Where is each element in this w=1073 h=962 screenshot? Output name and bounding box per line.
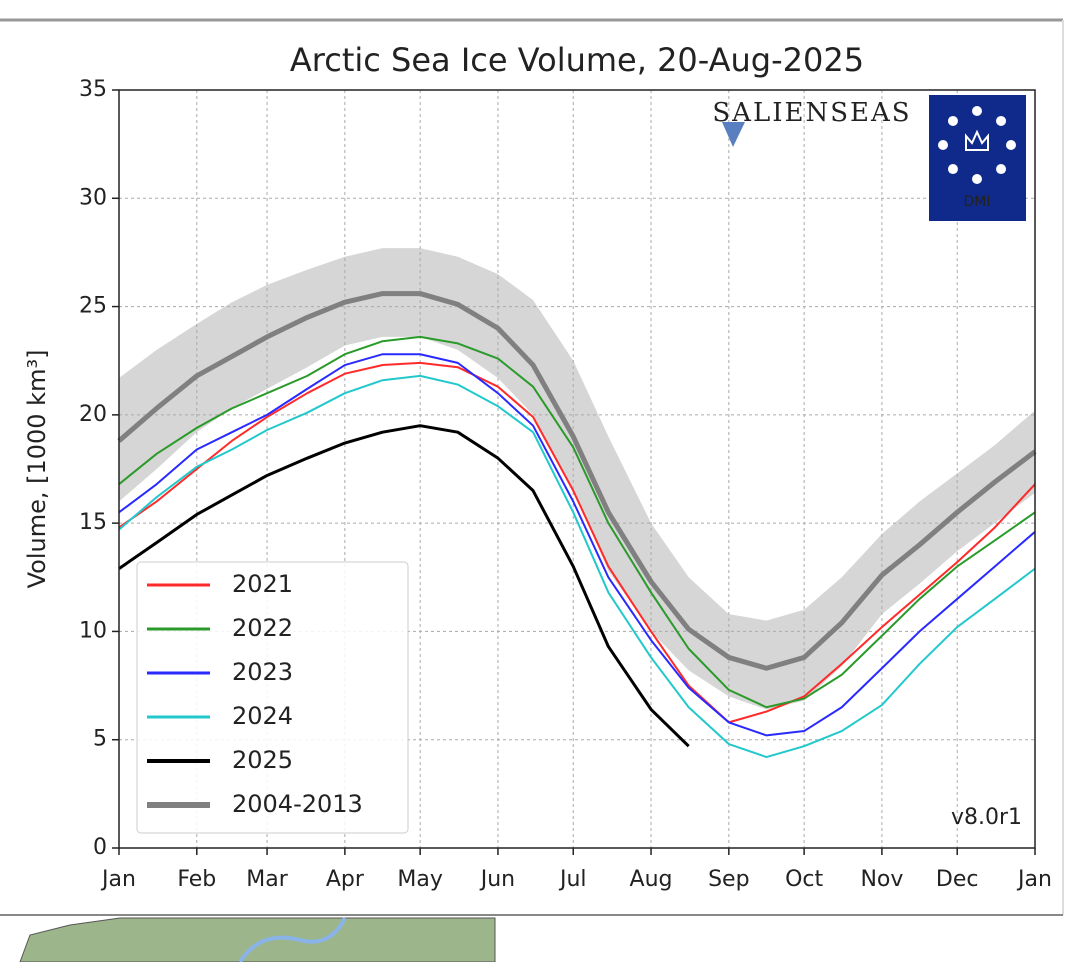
logo-star [947,115,958,126]
logo-star [972,106,982,116]
series-line [118,374,1036,759]
series-line [118,424,690,748]
x-tick-label: Jan [1016,867,1052,892]
x-tick-label: Feb [177,867,216,892]
legend-label: 2021 [232,570,293,598]
y-tick-label: 10 [79,618,107,643]
chart-title: Arctic Sea Ice Volume, 20-Aug-2025 [290,41,864,79]
logo-drop [722,122,745,147]
series-line [118,353,1036,737]
range-band [119,248,1035,710]
y-tick-label: 35 [79,77,107,102]
legend-label: 2024 [232,702,293,730]
x-tick-label: May [397,867,442,892]
logo-star [996,115,1007,126]
x-tick-label: Apr [326,867,365,892]
x-tick-label: Nov [860,867,903,892]
logo-star [972,174,982,184]
y-tick-label: 15 [79,510,107,535]
y-tick-label: 0 [93,835,107,860]
chart: Arctic Sea Ice Volume, 20-Aug-2025 Volum… [23,41,1052,892]
x-tick-label: Oct [785,867,823,892]
logo-star [996,164,1007,175]
x-tick-label: Mar [246,867,288,892]
y-tick-label: 25 [79,294,107,319]
series-line [118,335,1036,709]
series-line [117,291,1037,671]
logo-star [947,164,958,175]
logo-dmi: DMI [964,194,991,210]
y-tick-label: 5 [93,727,107,752]
logo-star [938,140,948,150]
legend-label: 2023 [232,658,293,686]
version-note: v8.0r1 [951,805,1022,830]
x-tick-label: Jul [558,867,587,892]
logo-salienseas: SALIENSEAS [712,98,911,128]
logo-star [1006,140,1016,150]
logo-crown [965,129,989,151]
x-tick-label: Dec [936,867,979,892]
y-tick-label: 20 [79,402,107,427]
map-river [238,917,347,962]
y-tick-label: 30 [79,185,107,210]
y-axis-label: Volume, [1000 km³] [23,350,51,589]
logo-dmi-box [929,95,1026,221]
x-tick-label: Sep [708,867,749,892]
x-tick-label: Aug [630,867,673,892]
x-tick-label: Jun [479,867,515,892]
legend-label: 2004-2013 [232,790,363,818]
legend-label: 2022 [232,614,293,642]
map-fragment [19,917,496,962]
series-line [118,361,1036,724]
plot-frame [118,89,1036,849]
x-tick-label: Jan [100,867,136,892]
legend-label: 2025 [232,746,293,774]
